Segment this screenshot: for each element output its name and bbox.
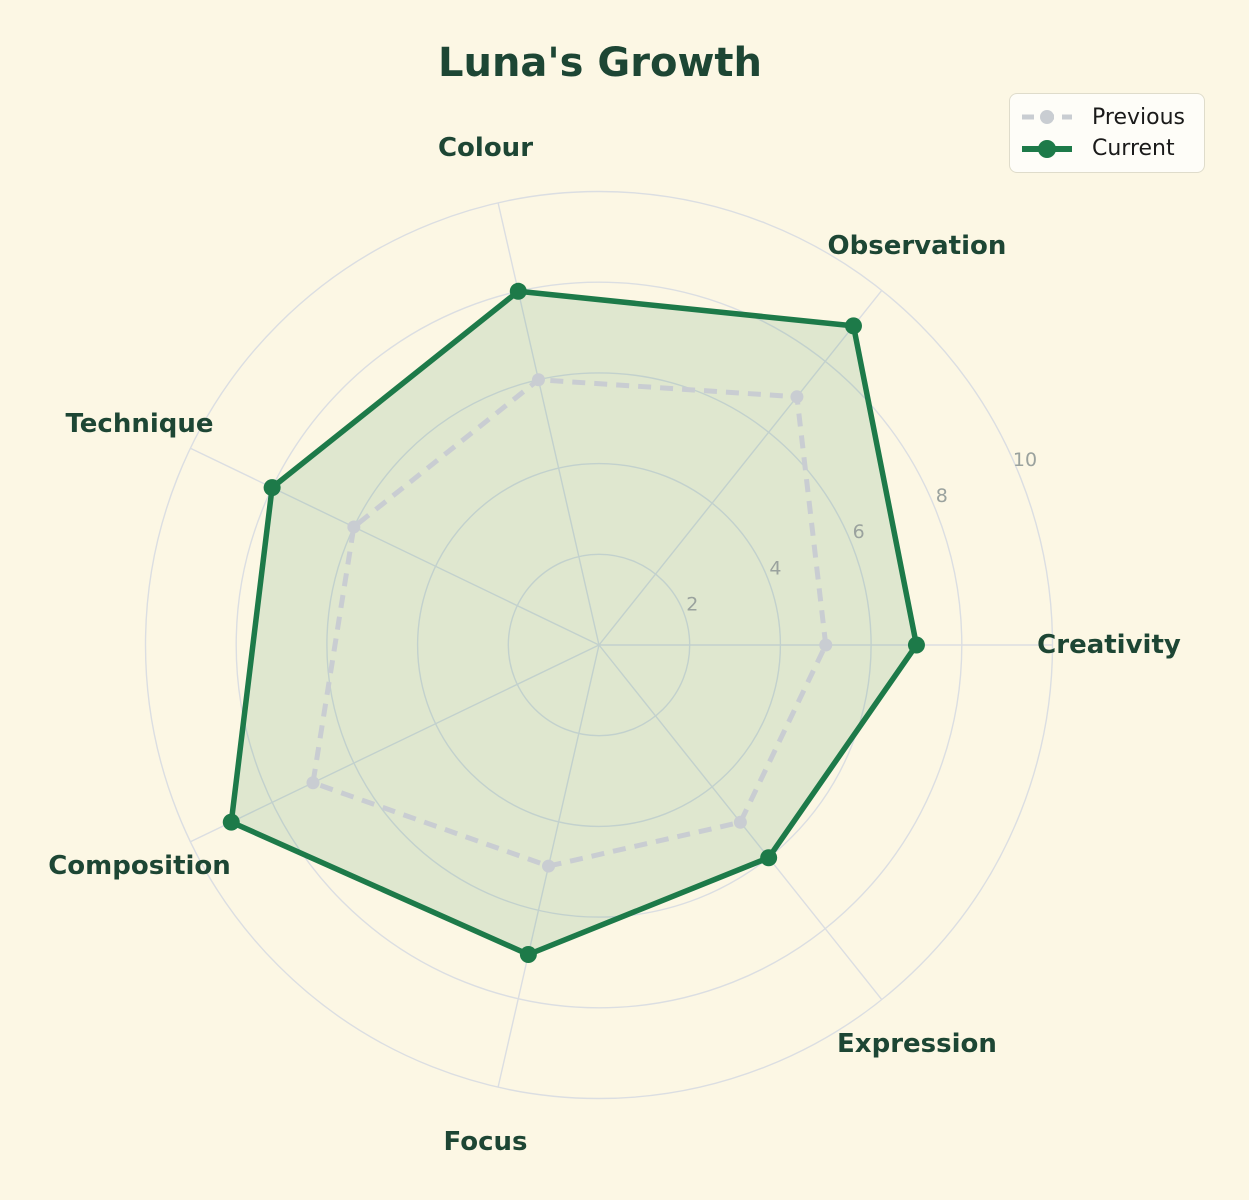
radial-tick-label: 2 bbox=[686, 593, 698, 615]
radial-tick-label: 4 bbox=[769, 557, 781, 579]
previous-marker-icon bbox=[1040, 110, 1054, 125]
current-data-point bbox=[844, 317, 862, 335]
current-data-point bbox=[760, 849, 778, 867]
current-data-point bbox=[519, 945, 537, 963]
current-marker-icon bbox=[1038, 139, 1056, 158]
current-series-line bbox=[228, 288, 920, 958]
axis-label-creativity: Creativity bbox=[1037, 630, 1181, 660]
axis-label-observation: Observation bbox=[827, 231, 1007, 262]
axis-spoke-colour bbox=[497, 202, 600, 646]
axis-label-colour: Colour bbox=[437, 132, 534, 163]
radial-tick-label: 10 bbox=[1013, 449, 1037, 471]
axis-spoke-technique bbox=[190, 447, 600, 646]
previous-data-point bbox=[306, 776, 320, 790]
axis-label-technique: Technique bbox=[65, 408, 214, 439]
radial-tick-label: 6 bbox=[853, 521, 865, 543]
current-data-point bbox=[509, 282, 527, 300]
axis-label-focus: Focus bbox=[443, 1127, 528, 1158]
legend-label-previous: Previous bbox=[1092, 104, 1185, 130]
radial-tick-label: 8 bbox=[936, 485, 948, 507]
current-data-point bbox=[907, 636, 925, 654]
previous-data-point bbox=[542, 859, 556, 873]
previous-data-point bbox=[347, 520, 361, 534]
previous-data-point bbox=[531, 373, 545, 387]
current-area bbox=[231, 291, 917, 955]
axis-spoke-observation bbox=[598, 290, 883, 646]
previous-series-line bbox=[310, 377, 829, 869]
legend: Previous Current bbox=[1009, 93, 1205, 173]
previous-line-sample-icon bbox=[1022, 110, 1072, 125]
current-data-point bbox=[263, 479, 281, 497]
legend-item-current: Current bbox=[1020, 136, 1194, 161]
legend-item-previous: Previous bbox=[1020, 105, 1194, 130]
current-line-sample-icon bbox=[1022, 139, 1072, 158]
previous-data-point bbox=[819, 638, 833, 652]
legend-label-current: Current bbox=[1092, 136, 1175, 162]
previous-data-point bbox=[790, 390, 804, 404]
axis-label-expression: Expression bbox=[837, 1028, 997, 1059]
current-data-point bbox=[222, 813, 240, 831]
chart-title: Luna's Growth bbox=[437, 40, 763, 86]
axis-spoke-composition bbox=[190, 644, 600, 843]
axis-label-composition: Composition bbox=[48, 851, 231, 882]
previous-data-point bbox=[733, 815, 747, 829]
